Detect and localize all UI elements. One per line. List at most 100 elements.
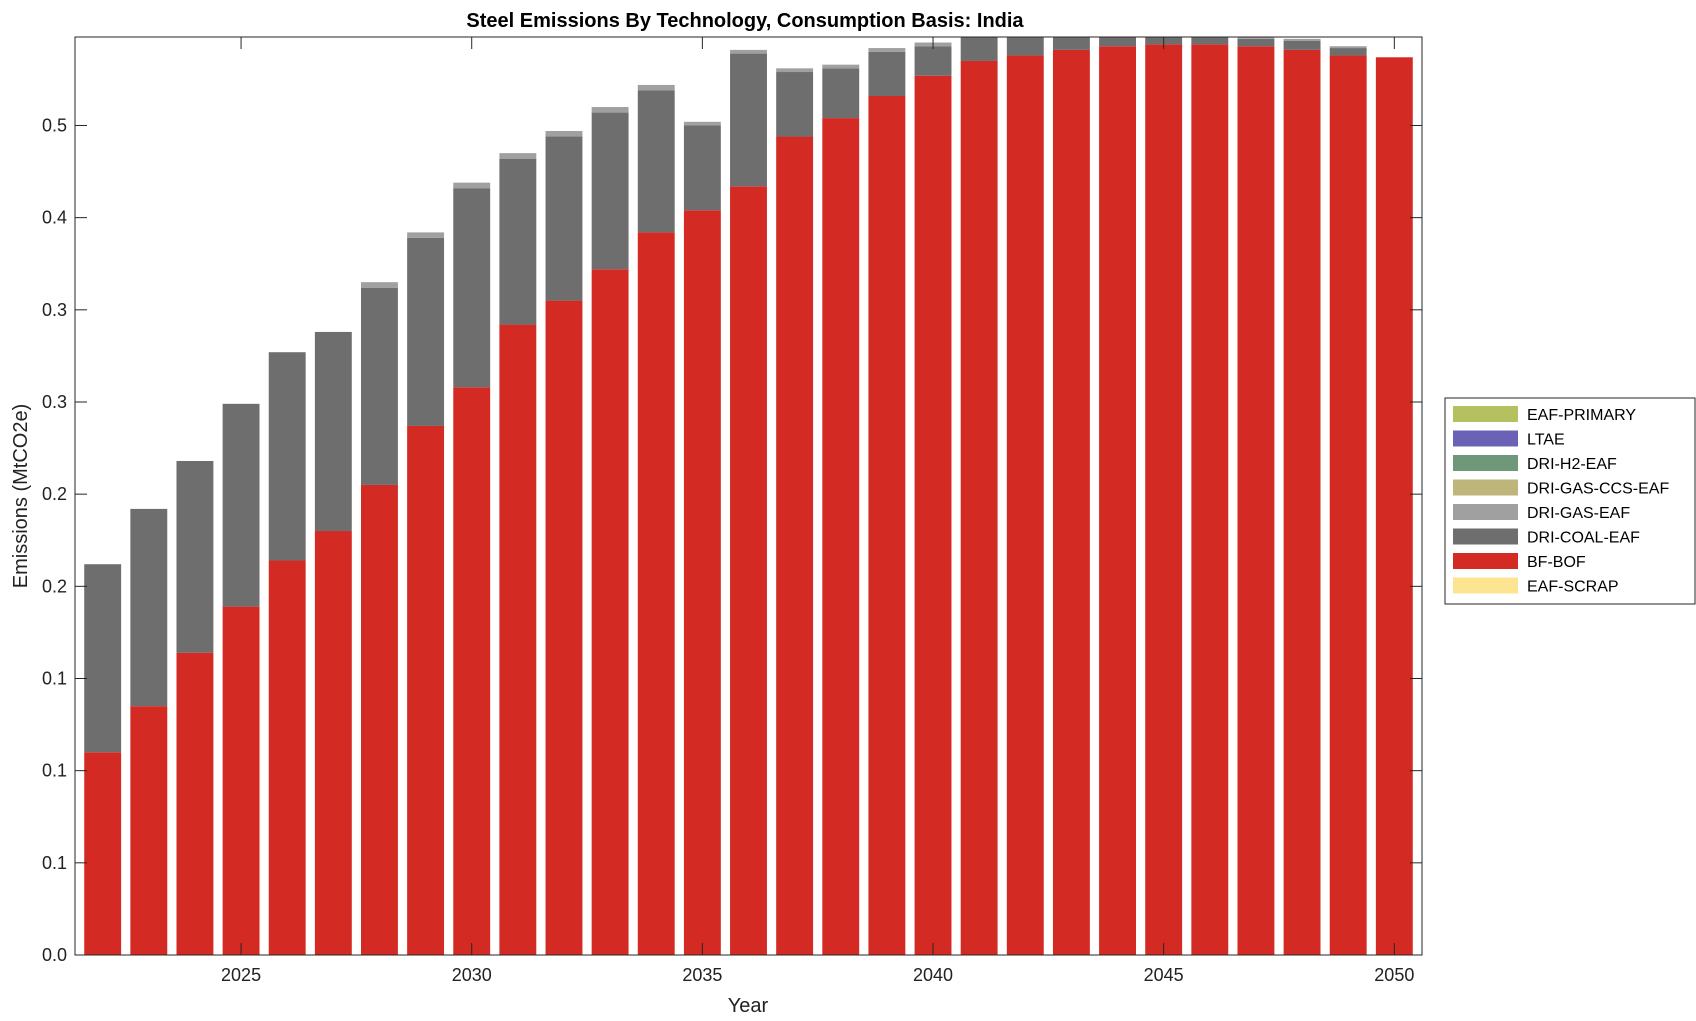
legend-swatch-ltae xyxy=(1453,430,1518,447)
bar-dri-gas-eaf-2029 xyxy=(407,232,445,238)
legend-swatch-dri-gas-eaf xyxy=(1453,504,1518,520)
bar-dri-gas-eaf-2034 xyxy=(637,84,675,91)
legend-label-eaf-primary: EAF-PRIMARY xyxy=(1527,407,1636,424)
bar-dri-gas-eaf-2036 xyxy=(730,49,767,54)
legend-swatch-eaf-scrap xyxy=(1453,577,1518,594)
bar-bf-bof-2048 xyxy=(1283,49,1321,955)
bar-bf-bof-2038 xyxy=(822,118,860,955)
bar-bf-bof-2037 xyxy=(776,136,814,955)
bar-dri-coal-eaf-2048 xyxy=(1283,40,1321,50)
bar-dri-gas-eaf-2039 xyxy=(868,48,906,52)
bar-dri-gas-eaf-2030 xyxy=(453,182,491,189)
y-tick-label: 0.2 xyxy=(42,576,67,596)
bar-dri-coal-eaf-2023 xyxy=(130,508,168,707)
bar-bf-bof-2044 xyxy=(1099,46,1136,955)
axes-layer: 2025 2030 2035 2040 2045 2050 0.0 0.1 0.1 0.1 0.2 0… xyxy=(42,36,1423,985)
legend-swatch-eaf-primary xyxy=(1453,406,1518,422)
y-tick-label: 0.0 xyxy=(42,945,67,965)
legend-label-dri-coal-eaf: DRI-COAL-EAF xyxy=(1527,530,1640,547)
x-axis-label: Year xyxy=(728,995,769,1017)
legend-label-ltae: LTAE xyxy=(1527,432,1565,449)
bar-bf-bof-2029 xyxy=(407,425,445,955)
bar-bf-bof-2030 xyxy=(453,387,491,955)
bar-bf-bof-2034 xyxy=(637,232,675,955)
bar-dri-gas-eaf-2037 xyxy=(776,68,814,73)
bar-dri-coal-eaf-2030 xyxy=(453,188,491,388)
bar-dri-coal-eaf-2031 xyxy=(499,158,537,325)
bar-bf-bof-2035 xyxy=(683,210,721,955)
bar-bf-bof-2032 xyxy=(545,300,583,955)
bar-dri-coal-eaf-2024 xyxy=(176,460,214,653)
y-tick-label: 0.5 xyxy=(42,115,67,135)
axes-box xyxy=(74,36,1423,956)
bar-dri-coal-eaf-2046 xyxy=(1191,37,1229,45)
legend-label-dri-h2-eaf: DRI-H2-EAF xyxy=(1527,456,1617,473)
bar-bf-bof-2022 xyxy=(84,752,122,955)
bar-dri-coal-eaf-2035 xyxy=(683,125,721,211)
x-tick-label: 2030 xyxy=(452,965,492,985)
bar-dri-coal-eaf-2033 xyxy=(591,112,629,270)
bar-dri-coal-eaf-2029 xyxy=(407,237,445,426)
bar-bf-bof-2046 xyxy=(1191,44,1229,955)
legend-label-bf-bof: BF-BOF xyxy=(1527,554,1586,571)
bar-dri-gas-eaf-2031 xyxy=(499,153,537,159)
bar-dri-gas-eaf-2038 xyxy=(822,64,860,69)
bar-dri-gas-eaf-2043 xyxy=(1053,31,1090,33)
legend-swatch-dri-coal-eaf xyxy=(1453,528,1518,545)
bar-dri-coal-eaf-2040 xyxy=(914,46,952,76)
legend-label-dri-gas-ccs-eaf: DRI-GAS-CCS-EAF xyxy=(1527,481,1669,498)
bar-dri-coal-eaf-2025 xyxy=(222,403,260,607)
bar-bf-bof-2039 xyxy=(868,95,906,955)
bar-dri-gas-eaf-2048 xyxy=(1283,38,1321,41)
bar-dri-gas-eaf-2035 xyxy=(683,121,721,126)
x-tick-label: 2025 xyxy=(221,965,261,985)
y-tick-label: 0.1 xyxy=(42,761,67,781)
legend-label-dri-gas-eaf: DRI-GAS-EAF xyxy=(1527,505,1630,522)
bar-dri-coal-eaf-2036 xyxy=(730,53,767,187)
x-tick-label: 2040 xyxy=(913,965,953,985)
bar-bf-bof-2047 xyxy=(1237,46,1275,955)
bar-bf-bof-2036 xyxy=(730,186,767,955)
bar-bf-bof-2027 xyxy=(314,531,352,955)
bar-bf-bof-2026 xyxy=(268,560,306,955)
y-tick-label: 0.1 xyxy=(42,668,67,688)
bar-dri-coal-eaf-2032 xyxy=(545,136,583,301)
bar-bf-bof-2045 xyxy=(1145,44,1183,955)
bar-bf-bof-2033 xyxy=(591,269,629,955)
x-tick-label: 2035 xyxy=(682,965,722,985)
bar-dri-gas-eaf-2049 xyxy=(1329,46,1367,49)
bar-dri-gas-eaf-2047 xyxy=(1237,37,1275,39)
bar-dri-coal-eaf-2034 xyxy=(637,90,675,233)
legend: EAF-PRIMARY LTAE DRI-H2-EAF DRI-GAS-CCS-EAF… xyxy=(1444,397,1696,605)
bar-dri-coal-eaf-2041 xyxy=(960,37,998,61)
bar-bf-bof-2023 xyxy=(130,706,168,955)
bar-dri-coal-eaf-2028 xyxy=(361,287,398,485)
bar-bf-bof-2028 xyxy=(361,484,398,955)
y-axis-label: Emissions (MtCO2e) xyxy=(10,404,32,588)
legend-box xyxy=(1444,397,1696,605)
bar-dri-coal-eaf-2049 xyxy=(1329,48,1367,56)
legend-swatch-dri-h2-eaf xyxy=(1453,455,1518,471)
legend-swatch-dri-gas-ccs-eaf xyxy=(1453,479,1518,496)
y-tick-label: 0.1 xyxy=(42,853,67,873)
bar-dri-coal-eaf-2022 xyxy=(84,564,122,753)
bar-dri-gas-eaf-2032 xyxy=(545,131,583,137)
bar-dri-coal-eaf-2027 xyxy=(314,331,352,532)
y-tick-label: 0.2 xyxy=(42,484,67,504)
y-tick-label: 0.3 xyxy=(42,392,67,412)
bar-bf-bof-2024 xyxy=(176,652,214,955)
x-tick-label: 2045 xyxy=(1144,965,1184,985)
bar-dri-coal-eaf-2037 xyxy=(776,72,814,137)
bar-bf-bof-2025 xyxy=(222,606,260,955)
bar-bf-bof-2043 xyxy=(1052,49,1090,955)
bar-bf-bof-2042 xyxy=(1006,55,1044,955)
bar-dri-coal-eaf-2039 xyxy=(868,51,906,96)
bar-bf-bof-2031 xyxy=(499,324,537,955)
bar-dri-gas-eaf-2033 xyxy=(591,107,629,113)
y-tick-label: 0.3 xyxy=(42,300,67,320)
bar-bf-bof-2049 xyxy=(1329,55,1367,955)
bar-dri-coal-eaf-2042 xyxy=(1006,37,1044,56)
legend-label-eaf-scrap: EAF-SCRAP xyxy=(1527,579,1619,596)
bar-dri-coal-eaf-2047 xyxy=(1237,38,1275,47)
